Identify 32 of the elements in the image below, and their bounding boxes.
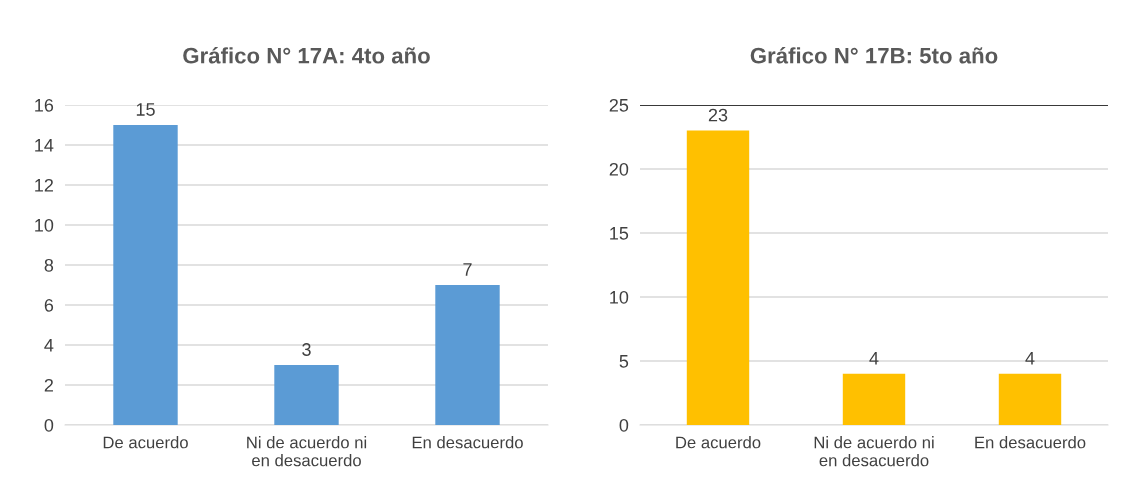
x-tick-label: En desacuerdo bbox=[412, 436, 523, 449]
y-tick-label: 2 bbox=[44, 378, 53, 392]
y-tick-label: 0 bbox=[619, 418, 629, 432]
y-tick-label: 6 bbox=[44, 298, 54, 312]
data-label: 4 bbox=[869, 352, 879, 365]
data-label: 4 bbox=[1025, 352, 1035, 365]
y-tick-label: 10 bbox=[610, 290, 629, 304]
x-tick-label: Ni de acuerdo ni en desacuerdo bbox=[247, 436, 367, 467]
y-tick-label: 4 bbox=[44, 339, 54, 352]
data-label: 23 bbox=[708, 108, 728, 122]
y-tick-label: 25 bbox=[609, 98, 629, 112]
x-tick-label: De acuerdo bbox=[676, 436, 761, 449]
chart-title: Gráfico N° 17A: 4to año bbox=[183, 47, 430, 64]
chart-title: Gráfico N° 17B: 5to año bbox=[750, 47, 998, 64]
y-tick-label: 12 bbox=[35, 178, 53, 192]
x-tick-label: Ni de acuerdo ni en desacuerdo bbox=[814, 436, 934, 467]
y-tick-label: 0 bbox=[44, 418, 54, 432]
y-tick-label: 8 bbox=[44, 258, 54, 272]
bar bbox=[274, 365, 339, 425]
data-label: 15 bbox=[136, 103, 155, 116]
bar bbox=[435, 285, 500, 425]
y-tick-label: 10 bbox=[35, 218, 54, 232]
x-tick-label: De acuerdo bbox=[103, 436, 188, 449]
y-tick-label: 15 bbox=[610, 227, 629, 240]
y-tick-label: 20 bbox=[609, 162, 629, 176]
y-tick-label: 5 bbox=[619, 355, 629, 368]
data-label: 7 bbox=[463, 263, 472, 276]
x-tick-label: En desacuerdo bbox=[975, 436, 1086, 449]
data-label: 3 bbox=[302, 343, 311, 356]
y-tick-label: 14 bbox=[35, 139, 54, 152]
y-tick-label: 16 bbox=[35, 98, 54, 112]
bar bbox=[113, 125, 178, 425]
